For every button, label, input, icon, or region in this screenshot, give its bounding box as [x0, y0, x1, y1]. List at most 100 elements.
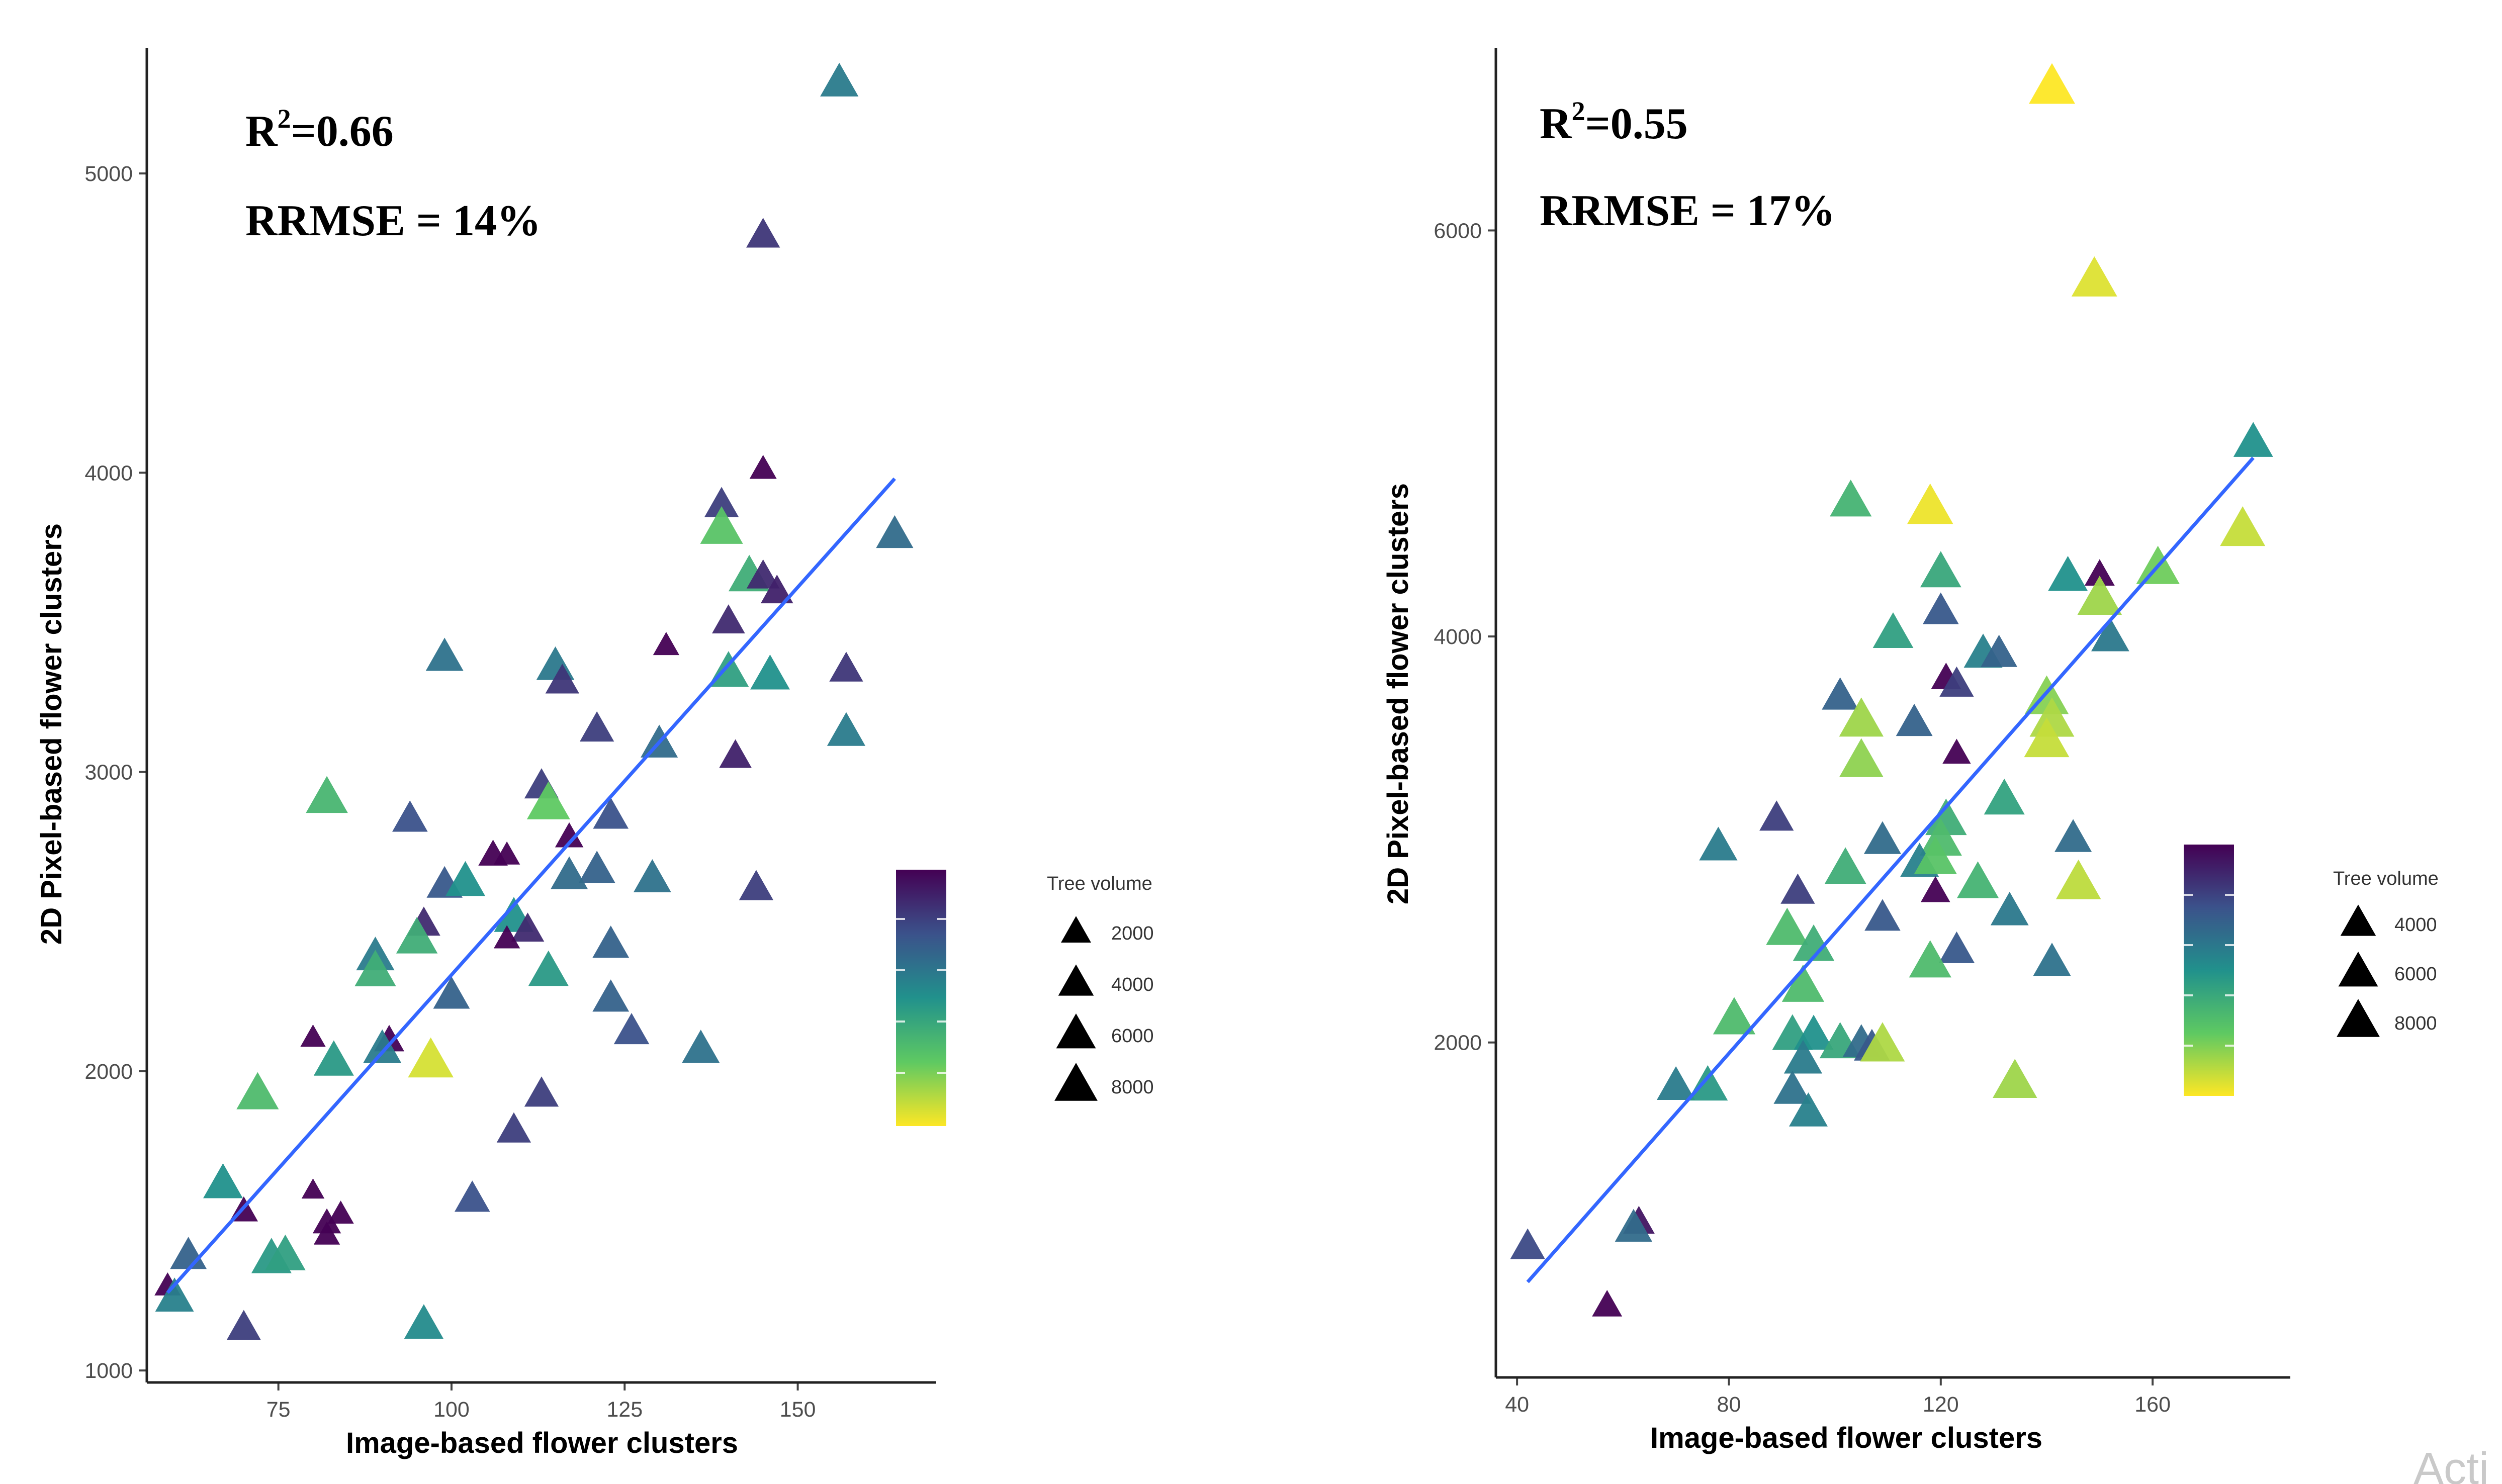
left-data-point	[300, 1024, 326, 1047]
right-data-point	[2091, 617, 2129, 652]
right-data-point	[1781, 964, 1825, 1002]
right-data-point	[1981, 634, 2018, 667]
left-x-tick-label: 150	[780, 1398, 816, 1422]
right-data-point	[1956, 861, 1999, 898]
right-data-point	[1615, 1209, 1652, 1242]
left-data-point	[700, 506, 743, 544]
right-data-point	[2029, 63, 2075, 104]
left-data-point	[592, 979, 630, 1012]
right-legend: Tree volume 4000 6000 8000	[2184, 845, 2439, 1096]
left-y-axis-title: 2D Pixel-based flower clusters	[35, 523, 68, 945]
right-data-point	[1510, 1228, 1546, 1259]
left-size-legend: 2000 4000 6000 8000	[1054, 916, 1154, 1101]
left-data-point	[408, 1037, 454, 1078]
left-data-point	[301, 1178, 325, 1199]
right-data-point	[1759, 800, 1794, 831]
right-data-point	[1657, 1066, 1695, 1100]
left-x-tick-label: 100	[433, 1398, 470, 1422]
left-data-point	[704, 487, 739, 517]
right-data-point	[1925, 798, 1967, 836]
left-y-tick-label: 1000	[84, 1359, 133, 1383]
left-data-point	[719, 739, 752, 768]
right-scatter-plot: R2=0.55 RRMSE = 17% Image-based flower c…	[1382, 48, 2290, 1454]
left-data-point	[425, 637, 464, 671]
right-data-point	[1592, 1289, 1623, 1317]
right-x-tick-label: 80	[1717, 1393, 1741, 1417]
right-color-bar	[2184, 845, 2234, 1096]
left-data-point	[555, 822, 584, 848]
left-data-point	[749, 454, 777, 479]
left-data-point	[493, 925, 520, 949]
right-data-point	[1938, 931, 1975, 963]
left-color-bar-ticks	[896, 918, 946, 1074]
left-data-point	[545, 664, 579, 694]
right-size-legend-marker	[2338, 951, 2378, 987]
left-color-bar	[896, 870, 946, 1126]
left-data-point	[820, 62, 859, 97]
left-y-tick-label: 4000	[84, 461, 133, 485]
right-data-point	[2077, 576, 2122, 615]
right-data-point	[1939, 666, 1974, 697]
left-size-legend-marker	[1061, 916, 1091, 943]
right-data-point	[1864, 899, 1901, 931]
left-legend: Tree volume 2000 4000 6000 8000	[896, 870, 1154, 1126]
right-data-point	[1830, 480, 1872, 517]
right-data-point	[1794, 1014, 1834, 1050]
left-data-point	[493, 841, 520, 865]
right-x-tick-label: 120	[1923, 1393, 1959, 1417]
right-x-tick-label: 40	[1505, 1393, 1529, 1417]
left-size-legend-marker	[1056, 1013, 1096, 1049]
right-data-point	[1699, 826, 1738, 861]
right-data-point	[1896, 703, 1933, 736]
right-data-point	[1863, 821, 1902, 854]
right-y-tick-label: 6000	[1434, 219, 1482, 243]
right-x-tick-label: 160	[2134, 1393, 2171, 1417]
right-axis-ticks: 40 80 120 160 2000 4000 6000	[1434, 219, 2171, 1417]
right-size-legend-marker	[2337, 999, 2380, 1037]
left-data-point	[592, 925, 630, 958]
right-x-axis-title: Image-based flower clusters	[1650, 1422, 2042, 1454]
left-size-legend-marker	[1054, 1063, 1098, 1101]
left-data-point	[203, 1163, 243, 1198]
left-y-tick-label: 3000	[84, 761, 133, 785]
right-data-point	[2084, 559, 2115, 586]
left-data-point	[739, 870, 774, 900]
left-size-legend-label: 8000	[1111, 1077, 1154, 1098]
right-size-legend-marker	[2340, 904, 2376, 936]
left-data-point	[827, 712, 866, 746]
right-data-point	[1942, 738, 1971, 764]
right-data-point	[1907, 483, 1953, 524]
right-data-point	[1993, 1059, 2037, 1098]
right-data-point	[1773, 1070, 1812, 1104]
right-data-point	[1766, 907, 1809, 945]
left-data-point	[433, 976, 470, 1009]
left-data-point	[653, 632, 680, 656]
left-data-point	[511, 912, 545, 942]
left-y-tick-label: 5000	[84, 162, 133, 186]
left-regression-line	[166, 477, 896, 1294]
left-data-point	[155, 1277, 194, 1312]
left-data-point	[711, 604, 745, 633]
right-regression-line	[1526, 456, 2255, 1283]
right-data-point	[1923, 592, 1959, 624]
left-data-point	[363, 1029, 402, 1063]
left-data-point	[236, 1072, 279, 1109]
right-size-legend-label: 8000	[2394, 1013, 2437, 1034]
left-data-point	[226, 1310, 261, 1340]
left-data-point	[593, 797, 629, 829]
right-data-point	[2024, 717, 2070, 758]
right-data-point	[1789, 1092, 1828, 1127]
left-data-point	[633, 859, 671, 892]
left-data-point	[524, 1076, 559, 1107]
left-data-point	[354, 950, 396, 987]
right-color-bar-ticks	[2184, 894, 2234, 1047]
left-size-legend-marker	[1058, 964, 1094, 996]
left-data-point	[746, 559, 780, 589]
left-data-point	[876, 515, 914, 548]
right-rrmse-stat: RRMSE = 17%	[1540, 187, 1835, 235]
right-y-tick-label: 2000	[1434, 1031, 1482, 1055]
left-data-point	[327, 1200, 354, 1224]
right-data-point	[2054, 819, 2092, 852]
right-data-point	[2033, 943, 2071, 976]
left-x-tick-label: 75	[266, 1398, 291, 1422]
